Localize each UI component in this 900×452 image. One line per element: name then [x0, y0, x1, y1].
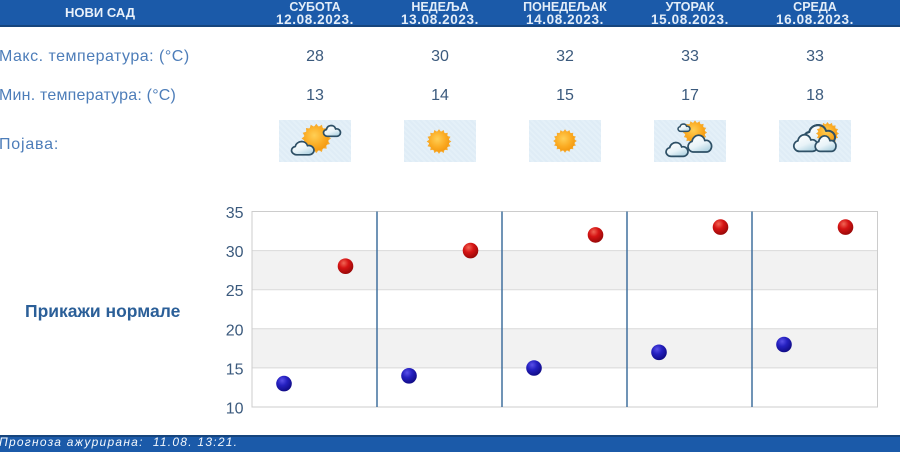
svg-text:25: 25 [226, 283, 244, 300]
svg-text:35: 35 [226, 205, 244, 222]
svg-text:10: 10 [226, 401, 244, 418]
svg-text:15: 15 [226, 361, 244, 378]
svg-text:30: 30 [226, 244, 244, 261]
svg-text:20: 20 [226, 322, 244, 339]
